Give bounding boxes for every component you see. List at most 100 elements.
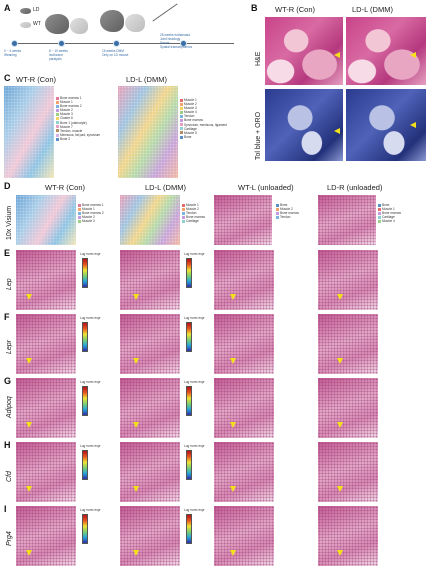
- gene-map-prg4-4: [318, 506, 378, 566]
- legend-label: Bone marrow 2: [60, 104, 82, 109]
- c-legend-ld: Muscle 1 Muscle 2 Muscle 3 Muscle 4 Tendon Bo…: [180, 98, 227, 139]
- legend-label: Bone 1 (osteocyte): [60, 120, 87, 125]
- legend-label: Bone 2: [60, 136, 71, 141]
- colorbar-title: Log norm expr: [184, 444, 205, 448]
- colorbar: [82, 514, 88, 544]
- arrowhead-icon: [230, 550, 236, 556]
- arrowhead-icon: [337, 486, 343, 492]
- legend-entry: Muscle 1: [56, 100, 100, 104]
- legend-label: Cartilage: [184, 126, 197, 131]
- arrowhead-icon: [230, 486, 236, 492]
- legend-label: Muscle 3: [60, 112, 73, 117]
- legend-entry: Cartilage: [180, 127, 227, 131]
- legend-swatch: [56, 100, 59, 104]
- panel-letter-b: B: [251, 3, 258, 13]
- d-legend-3: Bone Muscle 2 Bone marrow Tendon: [276, 203, 299, 219]
- gene-label: Lep: [6, 278, 13, 290]
- gene-map-cfd-2: [120, 442, 180, 502]
- legend-entry: Muscle 4: [180, 110, 227, 114]
- gene-map-cfd-4: [318, 442, 378, 502]
- colorbar-title: Log norm expr: [80, 380, 101, 384]
- arrowhead-icon: [334, 52, 340, 58]
- legend-label: Muscle 1: [60, 100, 73, 105]
- arrowhead-icon: [337, 422, 343, 428]
- legend-label: Muscle 7: [60, 124, 73, 129]
- panel-letter-c: C: [4, 73, 11, 83]
- legend-swatch: [56, 108, 59, 112]
- gene-map-prg4-2: [120, 506, 180, 566]
- colorbar-title: Log norm expr: [80, 444, 101, 448]
- arrowhead-icon: [133, 486, 139, 492]
- visium-ld-r: [318, 195, 376, 245]
- legend-swatch: [56, 96, 59, 100]
- legend-swatch: [180, 115, 183, 119]
- timeline-point-3: [113, 40, 120, 47]
- legend-entry: Muscle 7: [56, 125, 100, 129]
- gene-map-adipoq-1: [16, 378, 76, 438]
- arrowhead-icon: [410, 52, 416, 58]
- legend-swatch: [56, 113, 59, 117]
- legend-swatch: [56, 137, 59, 141]
- timeline-point-2: [58, 40, 65, 47]
- he-image-wt: [265, 17, 343, 85]
- gene-map-lep-3: [214, 250, 274, 310]
- b-col2-title: LD-L (DMM): [352, 5, 393, 14]
- legend-entry: Muscle 1: [180, 98, 227, 102]
- d-legend-1: Bone marrow 1 Muscle 1 Bone marrow 2 Mus…: [78, 203, 104, 223]
- colorbar-title: Log norm expr: [80, 316, 101, 320]
- colorbar: [82, 258, 88, 288]
- arrowhead-icon: [133, 422, 139, 428]
- ld-mouse-icon: [20, 8, 31, 14]
- legend-swatch: [56, 121, 59, 125]
- legend-swatch: [56, 125, 59, 129]
- legend-swatch: [180, 102, 183, 106]
- mouse-illustration-3: [100, 10, 124, 32]
- legend-label: Muscle 5: [184, 130, 197, 135]
- colorbar: [186, 258, 192, 288]
- tolblue-image-wt: [265, 89, 343, 161]
- legend-label: Muscle 2: [60, 108, 73, 113]
- colorbar: [186, 386, 192, 416]
- syringe-icon: [152, 3, 178, 22]
- gene-map-cfd-1: [16, 442, 76, 502]
- gene-map-prg4-3: [214, 506, 274, 566]
- step-4-text: 28 weeks euthanasia Joint histology Seru…: [160, 33, 193, 49]
- arrowhead-icon: [337, 550, 343, 556]
- panel-letter-g: G: [4, 376, 12, 386]
- d-legend-4: Bone Muscle 1 Bone marrow Cartilage Musc…: [378, 203, 401, 223]
- gene-map-adipoq-3: [214, 378, 274, 438]
- legend-entry: Muscle 2: [180, 102, 227, 106]
- d-legend-2: Muscle 1 Muscle 2 Tendon Bone marrow Car…: [182, 203, 205, 223]
- mouse-illustration-2: [70, 18, 88, 34]
- d-col2-title: LD-L (DMM): [145, 183, 186, 192]
- colorbar: [82, 450, 88, 480]
- d-row-label: 10x Visium: [6, 205, 13, 240]
- colorbar: [186, 450, 192, 480]
- gene-map-lepr-1: [16, 314, 76, 374]
- arrowhead-icon: [410, 122, 416, 128]
- gene-map-lep-2: [120, 250, 180, 310]
- panel-letter-h: H: [4, 440, 11, 450]
- legend-label: Muscle 3: [184, 106, 197, 111]
- legend-entry: Meniscus, fat pad, synovium: [56, 133, 100, 137]
- legend-swatch: [180, 106, 183, 110]
- colorbar: [82, 322, 88, 352]
- legend-wt: WT: [33, 21, 41, 27]
- legend-entry: Tendon, muscle: [56, 129, 100, 133]
- mouse-illustration-4: [125, 14, 145, 32]
- gene-map-adipoq-2: [120, 378, 180, 438]
- cluster-map-ld: [118, 86, 178, 178]
- c-legend-wt: Bone marrow 1 Muscle 1 Bone marrow 2 Muscle…: [56, 96, 100, 141]
- legend-label: Meniscus, fat pad, synovium: [60, 132, 101, 137]
- d-col3-title: WT-L (unloaded): [238, 183, 294, 192]
- legend-entry: Muscle 5: [180, 131, 227, 135]
- colorbar-title: Log norm expr: [80, 252, 101, 256]
- step-2-text: 8 ~ 10 weeks Isoflurane paralysis: [49, 49, 68, 61]
- legend-entry: Synovium, meniscus, ligament: [180, 123, 227, 127]
- legend-label: Muscle 1: [184, 98, 197, 102]
- b-row1-label: H&E: [255, 51, 262, 66]
- gene-label: Prg4: [6, 531, 13, 546]
- gene-map-lepr-2: [120, 314, 180, 374]
- he-image-ld: [346, 17, 426, 85]
- colorbar-title: Log norm expr: [184, 508, 205, 512]
